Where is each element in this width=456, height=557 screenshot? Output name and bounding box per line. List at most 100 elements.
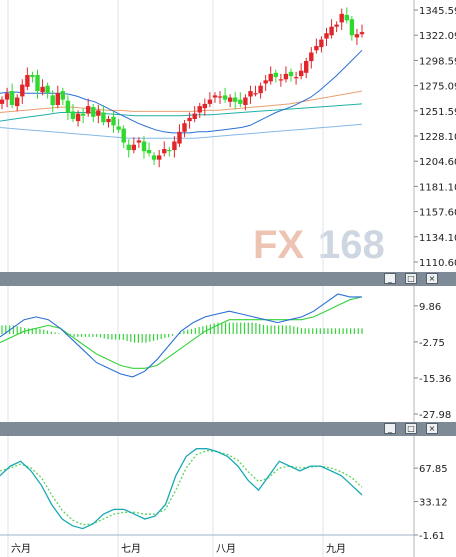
ma_teal-line <box>0 103 363 122</box>
maximize-button[interactable]: □ <box>405 273 417 284</box>
candle-body <box>304 61 309 73</box>
candle-body <box>273 72 278 78</box>
candle-body <box>136 140 142 143</box>
close-button[interactable]: × <box>426 273 438 284</box>
candle-body <box>60 91 65 100</box>
candle-body <box>141 141 147 152</box>
candle-body <box>299 70 304 77</box>
candle-body <box>329 26 334 36</box>
candle-body <box>349 19 355 36</box>
candle-body <box>4 93 10 100</box>
kdj-y-tick-label: -1.61 <box>419 531 445 542</box>
candle-body <box>172 141 177 151</box>
candle-body <box>202 103 207 109</box>
candle-body <box>131 144 136 151</box>
macd-y-tick-label: -2.75 <box>419 338 445 349</box>
candle-body <box>40 86 45 93</box>
candle-body <box>314 46 319 51</box>
candle-body <box>15 97 20 107</box>
maximize-button-2[interactable]: □ <box>405 423 417 434</box>
minimize-button[interactable]: _ <box>384 273 396 284</box>
kdj-y-tick-label: 33.12 <box>419 498 448 509</box>
macd-dea-line <box>0 296 363 369</box>
candle-body <box>248 91 253 97</box>
candle-body <box>217 96 223 98</box>
price-y-tick-label: 1251.59 <box>419 107 456 118</box>
candle-body <box>283 73 289 80</box>
candle-body <box>344 14 349 21</box>
candle-body <box>30 75 35 78</box>
candle-body <box>263 80 268 84</box>
candle-body <box>20 84 25 97</box>
candle-body <box>70 111 76 119</box>
candle-body <box>354 34 360 38</box>
candle-body <box>278 79 284 81</box>
candle-body <box>96 110 101 116</box>
price-y-tick-label: 1228.10 <box>419 132 456 143</box>
kdj-panel-titlebar: _ □ × <box>0 422 456 436</box>
candle-body <box>9 91 15 105</box>
candle-body <box>106 118 111 123</box>
candle-body <box>182 123 187 132</box>
candle-body <box>111 116 116 126</box>
price-y-tick-label: 1157.60 <box>419 208 456 219</box>
candle-body <box>157 155 162 160</box>
candle-body <box>238 99 243 104</box>
candle-body <box>146 150 152 154</box>
macd-y-tick-label: -27.98 <box>419 410 451 421</box>
candle-body <box>65 100 71 113</box>
kdj-y-tick-label: 67.85 <box>419 464 448 475</box>
candle-body <box>192 113 197 119</box>
candle-body <box>339 13 344 23</box>
candle-body <box>212 95 218 98</box>
kdj-panel: 67.85 33.12 -1.61 六月 七月 八月 九月 <box>0 436 456 557</box>
candle-body <box>233 97 238 102</box>
watermark: FX 168 <box>253 223 385 267</box>
close-button-2[interactable]: × <box>426 423 438 434</box>
candle-body <box>126 144 131 151</box>
candle-body <box>324 33 329 39</box>
candle-body <box>222 95 228 100</box>
macd-y-tick-label: -15.36 <box>419 374 451 385</box>
price-y-tick-label: 1204.60 <box>419 157 456 168</box>
candle-body <box>86 106 91 114</box>
kdj-chart: 67.85 33.12 -1.61 六月 七月 八月 九月 <box>0 436 448 557</box>
candle-body <box>334 24 339 27</box>
candle-body <box>35 75 40 92</box>
candle-body <box>268 73 273 82</box>
candle-body <box>0 99 5 104</box>
candle-body <box>258 85 263 94</box>
candle-body <box>293 77 299 79</box>
price-y-tick-label: 1275.09 <box>419 82 456 93</box>
candle-body <box>101 112 106 123</box>
price-y-tick-label: 1298.59 <box>419 56 456 67</box>
candle-body <box>243 97 248 105</box>
macd-chart: 9.86 -2.75 -15.36 -27.98 <box>0 286 451 422</box>
candle-body <box>151 155 157 160</box>
minimize-button-2[interactable]: _ <box>384 423 396 434</box>
candle-body <box>50 95 55 106</box>
macd-panel-titlebar: _ □ × <box>0 272 456 286</box>
price-panel: FX 168 1345.59 1322.09 1298.59 1275.09 1251.… <box>0 0 456 272</box>
candle-body <box>309 52 314 62</box>
candle-body <box>288 71 294 77</box>
candle-body <box>207 99 213 104</box>
x-month-label: 九月 <box>326 543 346 555</box>
x-month-label: 八月 <box>216 543 236 555</box>
candle-body <box>55 93 60 105</box>
price-y-tick-label: 1134.10 <box>419 233 456 244</box>
watermark-168: 168 <box>318 223 385 267</box>
candle-body <box>91 107 96 117</box>
candle-body <box>162 149 167 154</box>
price-y-tick-label: 1181.10 <box>419 182 456 193</box>
price-y-tick-label: 1345.59 <box>419 6 456 17</box>
macd-dif-line <box>0 293 362 378</box>
price-y-tick-label: 1110.60 <box>419 258 456 269</box>
candle-body <box>167 150 172 152</box>
candle-body <box>177 131 182 144</box>
kdj-k-line <box>0 448 363 530</box>
candle-body <box>359 32 365 35</box>
candle-body <box>45 85 50 94</box>
candle-body <box>121 128 126 143</box>
candle-body <box>228 97 233 102</box>
